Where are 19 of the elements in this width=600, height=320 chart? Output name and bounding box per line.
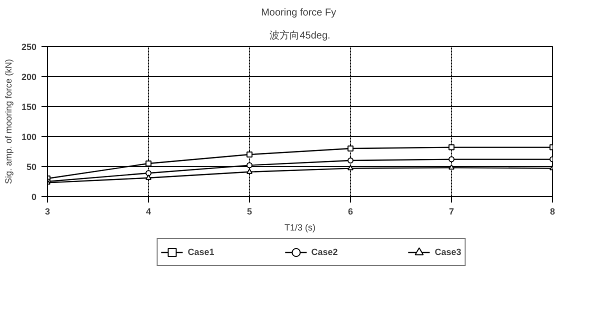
y-axis-title: Sig. amp. of mooring force (kN): [3, 58, 14, 184]
x-axis-title: T1/3 (s): [284, 222, 316, 232]
x-tick-label: 5: [246, 206, 252, 216]
y-tick-label: 200: [21, 72, 37, 82]
y-tick-label: 150: [21, 102, 37, 112]
chart-title: Mooring force Fy: [261, 8, 336, 18]
y-tick-label: 0: [31, 192, 37, 202]
x-tick-label: 7: [448, 206, 454, 216]
chart-subtitle: 波方向45deg.: [270, 30, 330, 42]
legend-label: Case3: [434, 247, 462, 257]
x-tick-label: 8: [550, 206, 556, 216]
y-tick-label: 50: [26, 162, 37, 172]
legend-label: Case2: [311, 247, 338, 257]
x-tick-label: 6: [348, 206, 354, 216]
legend-label: Case1: [188, 247, 214, 257]
y-tick-label: 250: [21, 42, 37, 52]
y-tick-label: 100: [21, 132, 37, 142]
x-tick-label: 4: [146, 206, 152, 216]
x-tick-label: 3: [44, 206, 50, 216]
